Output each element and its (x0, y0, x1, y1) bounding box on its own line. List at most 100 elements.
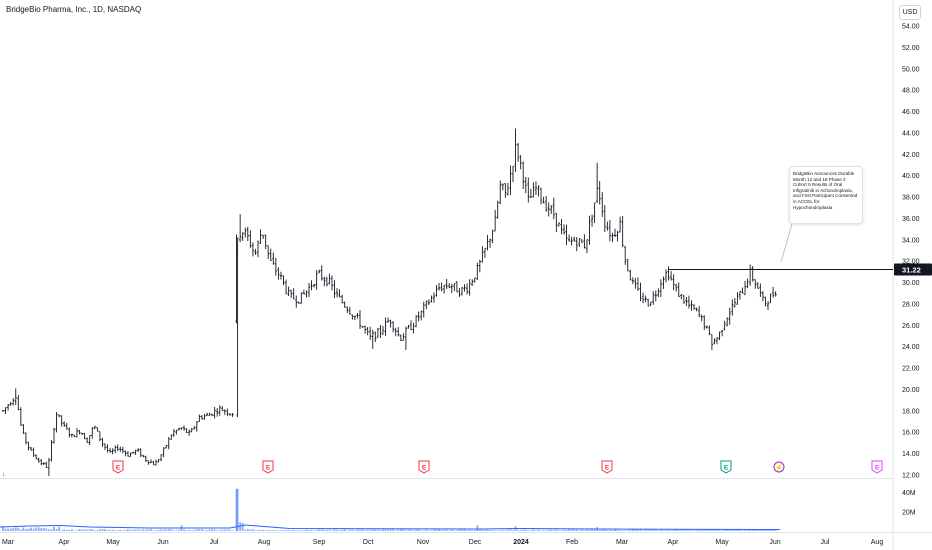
volume-bar (524, 529, 527, 531)
ohlc-bar (47, 457, 50, 477)
volume-bar (50, 529, 53, 531)
volume-bar (165, 529, 168, 531)
volume-bar (211, 529, 213, 531)
price-tick-label: 24.00 (902, 344, 920, 351)
earnings-event-icon[interactable]: E (871, 460, 883, 474)
volume-bar (682, 529, 685, 531)
volume-bar (259, 529, 262, 531)
earnings-event-icon[interactable]: E (262, 460, 274, 474)
earnings-event-shield (601, 460, 613, 474)
volume-bar (40, 528, 43, 531)
ohlc-bar (55, 411, 58, 433)
ohlc-bar (149, 459, 152, 464)
ohlc-bar (430, 295, 433, 303)
ohlc-bar (659, 279, 662, 297)
earnings-event-icon[interactable]: E (112, 460, 124, 474)
ohlc-bar (460, 287, 464, 296)
earnings-event-icon[interactable]: E (601, 460, 613, 474)
volume-bar (440, 529, 443, 531)
volume-bar (361, 529, 364, 531)
volume-bar (193, 530, 196, 531)
volume-bar (318, 529, 321, 531)
ohlc-bar (601, 192, 604, 217)
volume-bar (598, 530, 601, 531)
volume-bar (376, 529, 379, 531)
ohlc-bar (407, 324, 410, 329)
volume-bar (593, 529, 596, 531)
volume-axis: 40M 20M (902, 490, 916, 516)
ohlc-bar (305, 290, 308, 298)
volume-bar (695, 529, 698, 531)
ohlc-bar (626, 258, 629, 272)
ohlc-bar (756, 282, 759, 289)
volume-bar (389, 529, 392, 531)
ohlc-bar (284, 279, 288, 295)
volume-bar (405, 530, 407, 531)
volume-bar (348, 529, 351, 531)
volume-bar (417, 529, 420, 531)
ohlc-bar (491, 229, 494, 244)
volume-bar (190, 530, 193, 531)
volume-bar (147, 529, 150, 531)
ohlc-bar (695, 307, 698, 312)
volume-bar (726, 529, 729, 531)
volume-bar (501, 529, 504, 531)
ohlc-bar (698, 305, 701, 318)
volume-bar (96, 530, 99, 531)
time-tick-label: 2024 (513, 539, 529, 546)
volume-bar (690, 529, 693, 531)
currency-button[interactable]: USD (899, 5, 921, 20)
volume-bar (14, 527, 17, 531)
ohlc-bar (409, 320, 413, 330)
time-axis[interactable]: Mar Apr May Jun Jul Aug Sep Oct Nov Dec 2024 Feb Mar… (2, 539, 883, 546)
ohlc-bar (52, 427, 56, 444)
ohlc-bar (644, 295, 647, 303)
earnings-event-icon[interactable]: E (720, 460, 732, 474)
volume-bar (86, 529, 89, 531)
ohlc-bar (338, 289, 341, 298)
ohlc-bar (652, 291, 655, 305)
volume-bar (325, 529, 328, 531)
ohlc-bar (504, 183, 507, 198)
ohlc-bar (570, 236, 573, 246)
news-annotation-callout[interactable]: BridgeBio Announces Durable Month 12 and… (789, 166, 863, 224)
time-tick-label: Dec (469, 539, 482, 546)
news-event-icon[interactable]: ⚡ (773, 461, 785, 473)
volume-bar (601, 529, 604, 531)
time-tick-label: May (715, 539, 729, 546)
ohlc-bar (68, 427, 71, 438)
volume-bar (83, 529, 86, 531)
volume-bar (387, 529, 389, 531)
ohlc-bar (399, 334, 402, 342)
price-tick-label: 38.00 (902, 195, 920, 202)
ohlc-bar (80, 432, 84, 435)
volume-bar (229, 529, 231, 531)
price-tick-label: 28.00 (902, 301, 920, 308)
news-event-circle (773, 461, 785, 473)
volume-bar (320, 529, 323, 531)
volume-bar (25, 529, 27, 531)
ohlc-bar (236, 237, 239, 418)
ohlc-bar (621, 216, 624, 248)
time-tick-label: Jul (210, 539, 219, 546)
volume-bar (744, 530, 746, 531)
earnings-event-letter: E (422, 465, 427, 472)
ohlc-bar (585, 239, 589, 254)
ohlc-bar (83, 432, 86, 440)
price-axis[interactable]: 54.00 52.00 50.00 48.00 46.00 44.00 42.00 40.00… (894, 24, 932, 480)
volume-bar (494, 530, 497, 531)
earnings-event-icon[interactable]: E (418, 460, 430, 474)
volume-ma-line (0, 524, 781, 530)
volume-bar (9, 528, 12, 531)
volume-bar (285, 529, 287, 531)
volume-bar (119, 529, 122, 531)
volume-bar (379, 529, 382, 531)
ohlc-bar (611, 232, 614, 243)
ohlc-bar (116, 444, 119, 452)
ohlc-bar (114, 445, 117, 454)
volume-bar (2, 526, 4, 531)
volume-bar (662, 530, 665, 531)
volume-bar (616, 529, 619, 531)
volume-bar (565, 529, 568, 531)
